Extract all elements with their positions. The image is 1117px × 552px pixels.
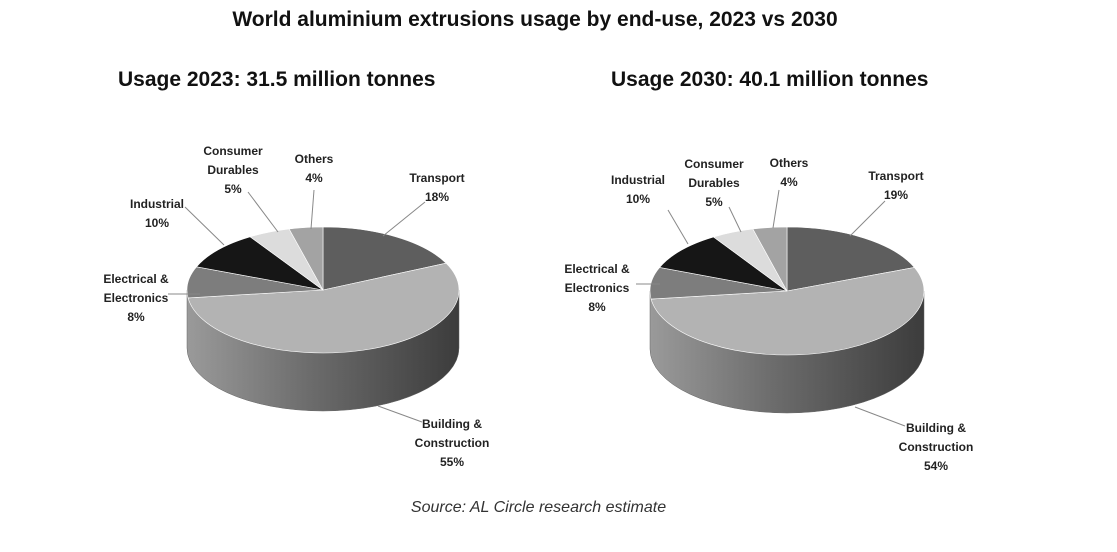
pie-2023-slice-transport <box>322 226 447 291</box>
pie-2030-label-industrial: Industrial 10% <box>611 173 665 206</box>
chart-title: World aluminium extrusions usage by end-… <box>232 8 838 31</box>
pie-2030-label-others: Others 4% <box>770 156 809 189</box>
pie-2030-slice-others <box>752 226 788 292</box>
pie-2023-label-transport: Transport 18% <box>409 171 464 204</box>
pie-2030-slice-transport <box>786 226 915 292</box>
pie-2023-label-consumer-durables: Consumer Durables 5% <box>203 144 263 196</box>
pie-2023-label-electrical-and-electronics: Electrical & Electronics 8% <box>103 272 169 324</box>
pie-2030-leader-others <box>772 189 780 229</box>
pie-2030-slice-building-and-construction <box>650 267 925 356</box>
pie-2030-leader-transport <box>849 200 886 237</box>
pie-2030-label-building-and-construction: Building & Construction 54% <box>899 421 974 473</box>
source-note: Source: AL Circle research estimate <box>410 499 667 516</box>
pie-2023-leader-industrial <box>184 206 225 246</box>
pie-2030-leader-industrial <box>667 209 689 245</box>
pie-2030-label-electrical-and-electronics: Electrical & Electronics 8% <box>564 262 630 314</box>
pie-2030-slice-industrial <box>659 236 788 292</box>
pie-2030-leader-building-and-construction <box>854 406 906 427</box>
pie-2030-title: Usage 2030: 40.1 million tonnes <box>611 68 929 91</box>
pie-2023-leader-consumer-durables <box>247 191 279 233</box>
pie-2030-leader-consumer-durables <box>728 206 742 233</box>
pie-2023-label-industrial: Industrial 10% <box>130 197 184 230</box>
pie-2023-slice-building-and-construction <box>187 262 460 354</box>
pie-2023-slice-industrial <box>195 236 324 291</box>
pie-2023-slice-others <box>288 226 324 292</box>
pie-2030-label-consumer-durables: Consumer Durables 5% <box>684 157 744 209</box>
pie-2023-leader-building-and-construction <box>377 405 423 423</box>
pie-2023-leader-others <box>310 189 315 230</box>
pie-2030-label-transport: Transport 19% <box>868 169 923 202</box>
pie-2023-label-building-and-construction: Building & Construction 55% <box>415 417 490 469</box>
pie-2023-leader-transport <box>382 201 426 237</box>
pie-2023-label-others: Others 4% <box>295 152 334 185</box>
pie-2023-title: Usage 2023: 31.5 million tonnes <box>118 68 436 91</box>
